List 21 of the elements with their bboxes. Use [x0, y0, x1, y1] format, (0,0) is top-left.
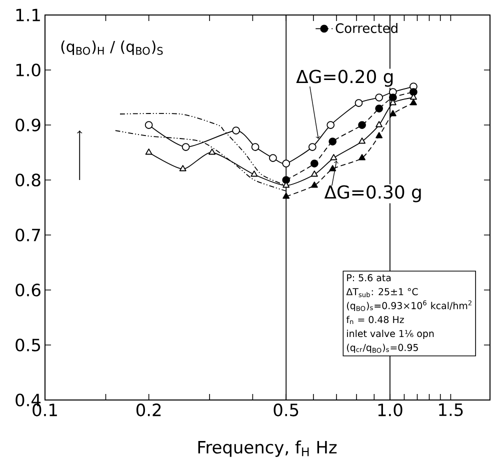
annotation: (q$_{BO}$)$_{s}$=0.93×10$^{6}$ kcal/hm$^{2}$ [346, 300, 472, 312]
y-tick-label: 0.8 [16, 174, 40, 186]
y-tick-label: 0.6 [16, 284, 40, 296]
annotation: ΔT$_{sub}$: 25±1 °C [346, 288, 418, 298]
x-axis-title: Frequency, f$_{H}$ Hz [198, 440, 337, 457]
y-tick-label: 1.0 [16, 64, 40, 76]
y-axis-title: (q$_{BO}$)$_{H}$ / (q$_{BO}$)$_{S}$ [61, 40, 163, 55]
annotation: P: 5.6 ata [347, 274, 391, 282]
annotation: (q$_{cr}$/q$_{BO}$)$_{s}$=0.95 [346, 344, 418, 353]
y-tick-label: 1.1 [16, 8, 40, 22]
x-tick-label: 0.2 [136, 404, 161, 416]
x-tick-label: 1.5 [439, 404, 463, 416]
y-tick-label: 0.7 [16, 228, 40, 242]
annotation: ΔG=0.30 g [324, 185, 421, 202]
y-tick-label: 0.9 [16, 118, 40, 132]
y-tick-label: 0.5 [16, 338, 40, 352]
annotation: inlet valve 1⅙ opn [347, 330, 434, 339]
x-tick-label: 1.0 [378, 404, 402, 416]
annotation: f$_{n}$ = 0.48 Hz [346, 316, 404, 324]
x-tick-label: 0.5 [274, 404, 298, 416]
annotation: ΔG=0.20 g [296, 70, 393, 87]
